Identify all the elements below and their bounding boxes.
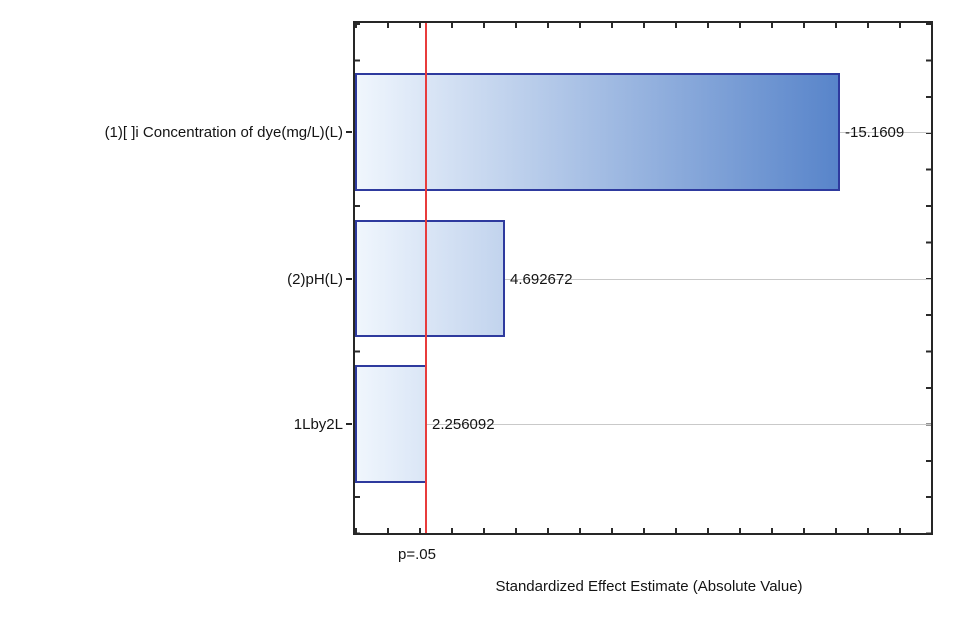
category-label: (2)pH(L) (287, 271, 343, 288)
bar (355, 220, 505, 337)
significance-line (425, 23, 427, 533)
category-tick (346, 278, 352, 280)
category-tick (346, 131, 352, 133)
category-tick (346, 423, 352, 425)
bar-value-label: 2.256092 (432, 416, 495, 433)
x-axis-ticks-bottom (355, 528, 931, 533)
significance-label: p=.05 (398, 546, 436, 563)
bar (355, 365, 427, 483)
bar-value-label: -15.1609 (845, 124, 905, 141)
category-label: (1)[ ]i Concentration of dye(mg/L)(L) (104, 124, 343, 141)
plot-area: -15.1609 4.692672 2.256092 (353, 21, 933, 535)
category-label: 1Lby2L (293, 416, 343, 433)
value-leader-line (840, 132, 931, 133)
bar (355, 73, 840, 191)
bar-value-label: 4.692672 (510, 271, 573, 288)
y-axis-ticks-right (926, 23, 931, 533)
x-axis-ticks-top (355, 23, 931, 28)
x-axis-title: Standardized Effect Estimate (Absolute V… (495, 578, 803, 595)
value-leader-line (505, 279, 931, 280)
value-leader-line (427, 424, 931, 425)
